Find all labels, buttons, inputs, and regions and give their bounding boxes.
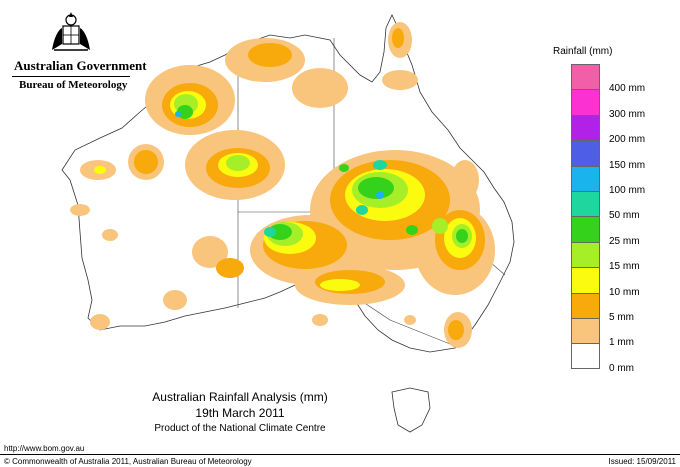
legend-label: 25 mm xyxy=(609,235,640,247)
legend-label: 15 mm xyxy=(609,261,640,273)
legend-label: 10 mm xyxy=(609,286,640,298)
legend-swatch xyxy=(571,64,600,90)
legend-swatch xyxy=(571,317,600,344)
government-name: Australian Government xyxy=(14,58,147,73)
legend-label: 5 mm xyxy=(609,312,634,323)
legend-label: 1 mm xyxy=(609,337,634,349)
legend-swatch xyxy=(571,140,600,166)
legend-label: 400 mm xyxy=(609,83,646,95)
footer-divider xyxy=(0,454,680,455)
legend-label: 150 mm xyxy=(609,159,646,171)
issued-date: Issued: 15/09/2011 xyxy=(608,457,676,466)
copyright-text: © Commonwealth of Australia 2011, Austra… xyxy=(4,457,252,466)
coat-of-arms-icon xyxy=(52,12,90,51)
tasmania-outline xyxy=(391,387,431,433)
legend-label: 50 mm xyxy=(609,210,640,222)
map-title-block: Australian Rainfall Analysis (mm) 19th M… xyxy=(120,389,360,437)
legend-swatch xyxy=(571,165,600,191)
logo-divider xyxy=(12,76,130,77)
legend-label: 300 mm xyxy=(609,108,646,120)
legend-label: 100 mm xyxy=(609,185,646,196)
legend-swatch xyxy=(571,89,600,115)
legend-title: Rainfall (mm) xyxy=(553,46,613,57)
rainfall-25mm-areas xyxy=(177,105,468,243)
legend-label: 0 mm xyxy=(609,362,634,374)
legend-swatch xyxy=(571,216,600,242)
map-credit: Product of the National Climate Centre xyxy=(154,423,326,434)
legend-swatch xyxy=(571,114,600,141)
bom-url-link[interactable]: http://www.bom.gov.au xyxy=(4,444,85,453)
legend-swatch xyxy=(571,241,600,268)
map-title: Australian Rainfall Analysis (mm) xyxy=(152,390,328,404)
legend-swatch xyxy=(571,190,600,217)
legend-swatch xyxy=(571,292,600,318)
legend-label: 200 mm xyxy=(609,134,646,146)
legend-swatch xyxy=(571,267,600,293)
bureau-name: Bureau of Meteorology xyxy=(19,79,128,91)
rainfall-legend xyxy=(571,64,601,369)
rainfall-100mm-areas xyxy=(175,111,384,199)
rainfall-50mm-areas xyxy=(264,160,387,237)
map-date: 19th March 2011 xyxy=(195,406,285,420)
legend-swatch xyxy=(571,343,600,369)
